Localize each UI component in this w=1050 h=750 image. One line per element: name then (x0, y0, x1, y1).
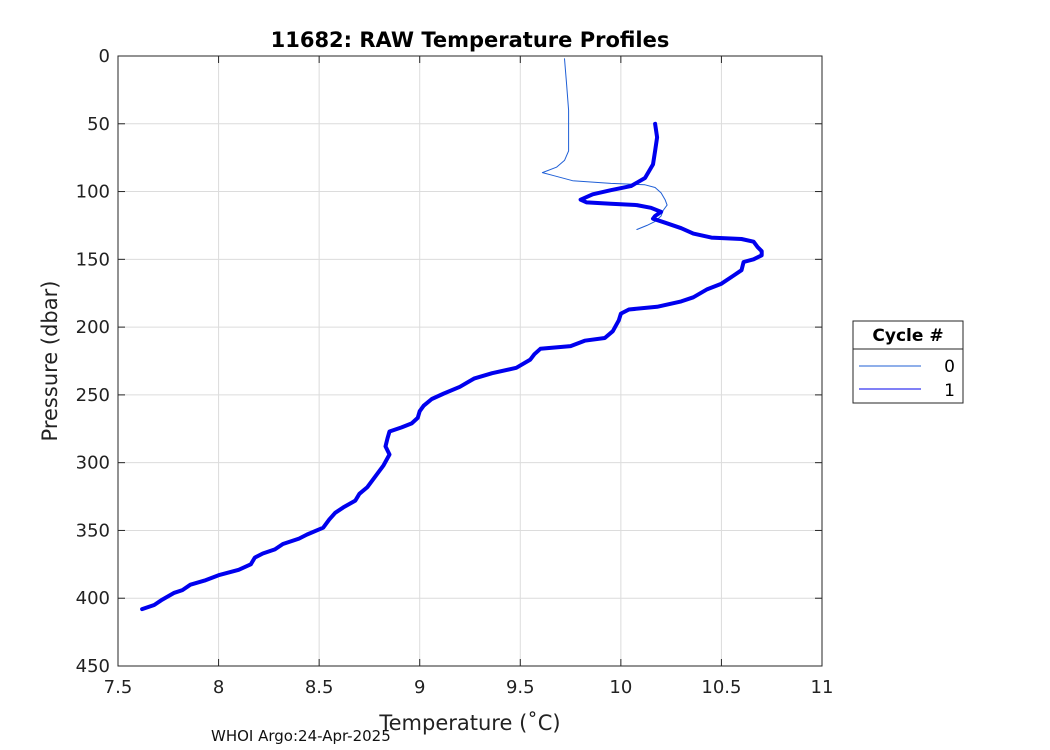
y-axis-label: Pressure (dbar) (38, 281, 62, 442)
x-axis-ticks: 7.5 8 8.5 9 9.5 10 10.5 11 (104, 56, 834, 698)
legend-title: Cycle # (872, 326, 943, 346)
x-axis-label: Temperature (˚C) (378, 711, 560, 735)
series-lines (140, 58, 764, 612)
plot-frame (117, 55, 823, 667)
legend-label-0: 0 (944, 357, 955, 377)
x-tick-label: 11 (811, 677, 834, 698)
y-tick-label: 100 (76, 182, 110, 203)
legend-label-1: 1 (944, 381, 955, 401)
y-tick-label: 400 (76, 588, 110, 609)
x-tick-label: 7.5 (104, 677, 133, 698)
x-tick-label: 8.5 (305, 677, 334, 698)
y-tick-label: 50 (87, 114, 110, 135)
x-tick-label: 8 (213, 677, 224, 698)
y-tick-label: 200 (76, 317, 110, 338)
y-tick-label: 0 (99, 46, 110, 67)
y-axis-ticks: 0 50 100 150 200 250 300 350 400 450 (76, 46, 822, 677)
footer-credit: WHOI Argo:24-Apr-2025 (211, 727, 391, 745)
x-tick-label: 9 (414, 677, 425, 698)
x-tick-label: 10 (609, 677, 632, 698)
legend: Cycle # 0 1 (852, 320, 964, 404)
x-tick-label: 10.5 (701, 677, 741, 698)
y-tick-label: 350 (76, 520, 110, 541)
y-tick-label: 150 (76, 249, 110, 270)
y-tick-label: 300 (76, 453, 110, 474)
series-line-cycle-0 (541, 58, 668, 230)
y-tick-label: 250 (76, 385, 110, 406)
series-line-cycle-1 (140, 121, 764, 612)
chart-title: 11682: RAW Temperature Profiles (271, 28, 670, 52)
x-tick-label: 9.5 (506, 677, 535, 698)
y-tick-label: 450 (76, 656, 110, 677)
